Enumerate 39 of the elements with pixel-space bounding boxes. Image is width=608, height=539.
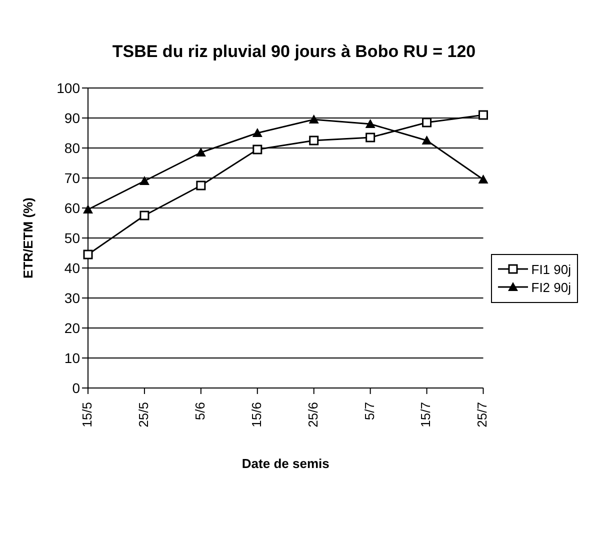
point [252, 128, 262, 137]
point [365, 119, 376, 128]
point [139, 176, 150, 185]
x-tick-label: 25/6 [305, 402, 320, 428]
x-tick-label: 15/7 [418, 402, 434, 428]
x-tick-label: 15/5 [79, 402, 94, 428]
y-tick-label: 50 [64, 230, 80, 246]
y-tick-label: 70 [64, 170, 80, 186]
y-tick-label: 0 [72, 380, 80, 396]
y-axis-title: ETR/ETM (%) [20, 198, 36, 278]
point [252, 144, 262, 154]
point [478, 174, 488, 184]
y-tick-label: 90 [64, 110, 80, 126]
point [366, 132, 376, 142]
y-tick-label: 10 [64, 350, 80, 366]
y-tick-label: 20 [64, 320, 80, 336]
y-tick-label: 60 [64, 200, 80, 216]
point [309, 136, 319, 146]
y-tick-label: 40 [64, 260, 80, 276]
chart-title: TSBE du riz pluvial 90 jours à Bobo RU = 120 [111, 41, 477, 63]
point [422, 136, 432, 144]
legend-label: FI1 90j [531, 262, 571, 276]
point [478, 110, 488, 120]
point [422, 118, 432, 128]
y-tick-label: 30 [64, 290, 80, 306]
point [196, 180, 206, 190]
x-tick-label: 25/7 [474, 402, 490, 428]
x-tick-label: 15/6 [248, 402, 264, 428]
x-tick-label: 25/5 [136, 402, 151, 428]
point [308, 114, 319, 124]
point [83, 250, 93, 260]
y-tick-label: 80 [64, 140, 80, 156]
x-tick-label: 5/6 [192, 402, 208, 420]
x-tick-label: 5/7 [362, 402, 377, 420]
point [196, 148, 206, 156]
x-axis-title: Date de semis [242, 456, 330, 471]
point [140, 210, 150, 220]
legend-label: FI2 90j [531, 280, 571, 294]
y-tick-label: 100 [56, 80, 80, 96]
